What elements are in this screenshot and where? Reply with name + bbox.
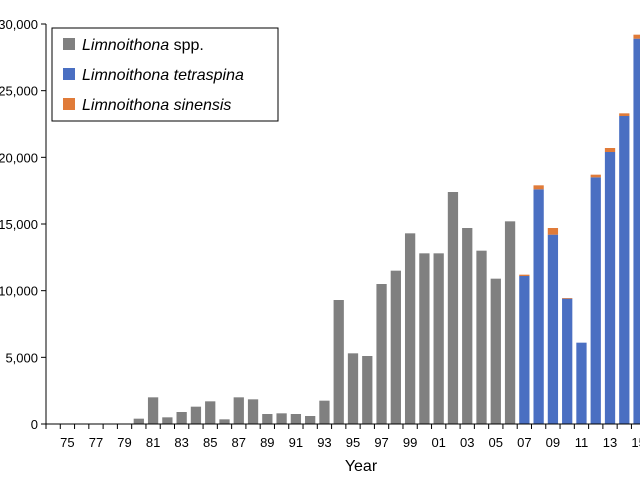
bar-spp	[362, 356, 373, 424]
x-tick-label: 83	[174, 435, 188, 450]
bar-tetraspina	[633, 38, 640, 425]
bar-spp	[462, 228, 473, 424]
x-axis-title: Year	[345, 458, 378, 475]
bar-tetraspina	[604, 152, 616, 424]
x-tick-label: 05	[489, 435, 503, 450]
bar-spp	[190, 406, 202, 424]
bar-tetraspina	[519, 276, 530, 424]
bar-tetraspina	[547, 234, 559, 424]
legend-swatch-spp	[63, 38, 75, 50]
bar-tetraspina	[619, 116, 630, 424]
legend-label-sinensis: Limnoithona sinensis	[82, 97, 231, 114]
bar-spp	[433, 253, 444, 424]
bar-spp	[319, 400, 330, 424]
x-tick-label: 89	[260, 435, 274, 450]
legend-label-tetraspina: Limnoithona tetraspina	[82, 67, 244, 84]
x-tick-label: 79	[117, 435, 131, 450]
bar-spp	[262, 414, 273, 424]
bar-spp	[147, 397, 159, 424]
x-tick-label: 91	[289, 435, 303, 450]
bar-sinensis	[533, 185, 544, 190]
x-tick-label: 07	[517, 435, 531, 450]
bar-spp	[419, 253, 430, 424]
x-tick-label: 93	[317, 435, 331, 450]
bar-spp	[504, 221, 516, 424]
bar-spp	[447, 192, 459, 424]
x-tick-label: 77	[89, 435, 103, 450]
bar-tetraspina	[590, 177, 601, 424]
bar-spp	[276, 413, 287, 424]
bar-spp	[219, 419, 230, 424]
bar-tetraspina	[576, 342, 587, 424]
bar-spp	[347, 353, 359, 424]
bar-spp	[247, 399, 259, 424]
x-tick-label: 09	[546, 435, 560, 450]
y-tick-label: 5,000	[5, 350, 38, 365]
x-tick-label: 97	[374, 435, 388, 450]
x-tick-label: 75	[60, 435, 74, 450]
y-axis: 0 5,000 10,000 15,000 20,000 25,000 30,000	[0, 17, 47, 432]
y-tick-label: 15,000	[0, 217, 38, 232]
x-tick-label: 03	[460, 435, 474, 450]
x-tick-label: 99	[403, 435, 417, 450]
x-tick-label: 95	[346, 435, 360, 450]
bar-spp	[162, 417, 173, 424]
bar-spp	[333, 300, 344, 424]
bar-spp	[305, 416, 316, 424]
bar-sinensis	[604, 148, 616, 152]
bar-spp	[404, 233, 416, 424]
bar-sinensis	[633, 34, 640, 39]
bars	[133, 34, 640, 425]
bar-spp	[376, 284, 387, 424]
y-tick-label: 20,000	[0, 150, 38, 165]
x-tick-label: 87	[232, 435, 246, 450]
bar-spp	[476, 250, 487, 424]
x-tick-label: 81	[146, 435, 160, 450]
legend-box	[51, 27, 279, 122]
y-tick-label: 25,000	[0, 84, 38, 99]
y-tick-label: 30,000	[0, 17, 38, 32]
y-tick-label: 0	[31, 417, 38, 432]
bar-spp	[176, 412, 187, 424]
x-axis: 75 77 79 81 83 85 87 89 91 93 95 97 99 01 03 05 07 09 11 13…	[45, 423, 640, 450]
bar-spp	[390, 270, 401, 424]
x-tick-label: 13	[603, 435, 617, 450]
bar-spp	[133, 418, 144, 424]
legend-swatch-tetraspina	[63, 68, 75, 80]
y-tick-label: 10,000	[0, 284, 38, 299]
bar-sinensis	[590, 174, 601, 178]
legend-label-spp: Limnoithona spp.	[82, 37, 204, 54]
x-tick-label: 11	[575, 435, 589, 450]
bar-tetraspina	[562, 298, 573, 424]
bar-tetraspina	[533, 189, 544, 424]
x-tick-label: 85	[203, 435, 217, 450]
x-tick-label: 15	[631, 435, 640, 450]
bar-sinensis	[547, 228, 559, 235]
bar-sinensis	[562, 298, 573, 299]
bar-spp	[490, 278, 501, 424]
bar-spp	[290, 414, 302, 424]
bar-spp	[205, 401, 216, 424]
bar-spp	[233, 397, 244, 424]
x-tick-label: 01	[431, 435, 445, 450]
bar-sinensis	[619, 113, 630, 116]
bar-sinensis	[519, 274, 530, 276]
legend-swatch-sinensis	[63, 98, 75, 110]
legend: Limnoithona spp. Limnoithona tetraspina …	[51, 27, 279, 122]
